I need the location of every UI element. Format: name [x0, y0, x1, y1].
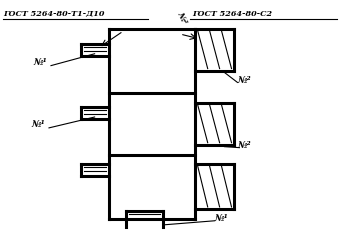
Text: №²: №²	[176, 10, 188, 25]
Text: №²: №²	[237, 76, 251, 85]
Text: №²: №²	[237, 141, 251, 150]
Text: ГОСТ 5264-80-Т1-Д10: ГОСТ 5264-80-Т1-Д10	[3, 10, 105, 18]
Text: ГОСТ 5264-80-С2: ГОСТ 5264-80-С2	[192, 10, 272, 18]
Text: №¹: №¹	[33, 58, 47, 67]
Text: №¹: №¹	[31, 120, 45, 129]
Text: №¹: №¹	[215, 214, 228, 223]
